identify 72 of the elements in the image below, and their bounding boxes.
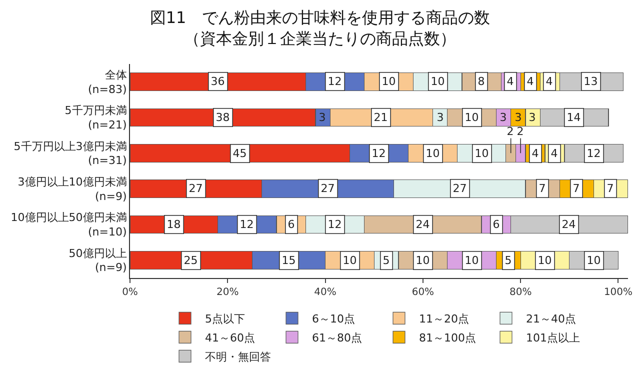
data-label: 7 [572, 182, 580, 195]
x-tick-label: 0% [122, 287, 138, 298]
data-label: 5 [382, 254, 390, 267]
data-label: 3 [436, 110, 444, 124]
data-label: 2 [506, 124, 514, 138]
legend-label: 41～60点 [205, 331, 255, 344]
data-label: 3 [514, 110, 522, 124]
legend-label: 5点以下 [205, 312, 245, 326]
data-label: 10 [382, 74, 396, 88]
data-label: 10 [538, 254, 552, 267]
data-label: 10 [474, 146, 489, 160]
x-tick-label: 60% [412, 287, 434, 298]
data-label: 4 [532, 146, 539, 160]
data-label: 24 [562, 218, 576, 231]
data-label: 13 [584, 74, 598, 88]
data-label: 24 [416, 218, 430, 231]
x-tick-label: 100% [604, 287, 633, 298]
x-tick-label: 80% [509, 287, 532, 298]
legend-label: 6～10点 [312, 312, 355, 326]
data-label: 38 [216, 110, 230, 124]
y-tick-label: 全体 (n=83) [88, 68, 127, 96]
chart-subtitle: （資本金別１企業当たりの商品点数） [184, 28, 456, 48]
data-label: 10 [416, 254, 430, 267]
data-label: 36 [210, 74, 225, 88]
data-label: 12 [328, 218, 342, 231]
data-label: 45 [232, 146, 247, 160]
data-label: 7 [538, 182, 546, 195]
data-label: 4 [506, 74, 514, 88]
data-label: 3 [500, 110, 507, 124]
legend-label: 81～100点 [419, 331, 476, 344]
data-label: 4 [526, 74, 534, 88]
data-label: 10 [464, 254, 479, 267]
y-tick-label: 3億円以上10億円未満 (n=9) [18, 176, 127, 203]
data-label: 10 [426, 146, 440, 160]
data-label: 7 [606, 182, 614, 195]
legend-label: 101点以上 [526, 331, 580, 344]
data-label: 12 [240, 218, 254, 231]
x-tick-label: 40% [314, 287, 336, 298]
data-label: 27 [452, 182, 467, 195]
data-label: 5 [504, 254, 512, 267]
y-tick-label: 5千万円未満 (n=21) [64, 104, 127, 132]
chart-title: 図11 でん粉由来の甘味料を使用する商品の数 [150, 8, 490, 27]
data-label: 14 [566, 110, 581, 124]
data-label: 12 [586, 146, 601, 160]
data-label: 3 [318, 110, 326, 124]
data-label: 10 [586, 254, 601, 267]
data-label: 2 [516, 124, 524, 138]
data-label: 10 [430, 74, 445, 88]
y-tick-label: 5千万円以上3億円未満 (n=31) [14, 140, 127, 168]
data-label: 3 [528, 110, 536, 124]
data-label: 4 [546, 74, 553, 88]
y-tick-label: 10億円以上50億円未満 (n=10) [10, 211, 127, 238]
legend-label: 61～80点 [312, 331, 362, 344]
data-label: 10 [342, 254, 357, 267]
data-label: 18 [166, 218, 181, 231]
data-label: 4 [550, 146, 558, 160]
x-tick-label: 20% [216, 287, 239, 298]
y-tick-label: 50億円以上 (n=9) [68, 246, 127, 274]
data-label: 27 [188, 182, 203, 195]
data-label: 25 [184, 254, 198, 267]
data-label: 21 [374, 110, 388, 124]
data-label: 10 [464, 110, 479, 124]
legend-label: 21～40点 [526, 312, 576, 326]
data-label: 8 [478, 74, 485, 88]
data-label: 15 [282, 254, 296, 267]
data-label: 12 [372, 146, 386, 160]
legend-label: 不明・無回答 [205, 350, 271, 364]
data-label: 6 [492, 218, 500, 231]
data-label: 27 [320, 182, 335, 195]
data-label: 12 [328, 74, 342, 88]
legend-label: 11～20点 [419, 312, 469, 326]
data-label: 6 [288, 218, 295, 231]
